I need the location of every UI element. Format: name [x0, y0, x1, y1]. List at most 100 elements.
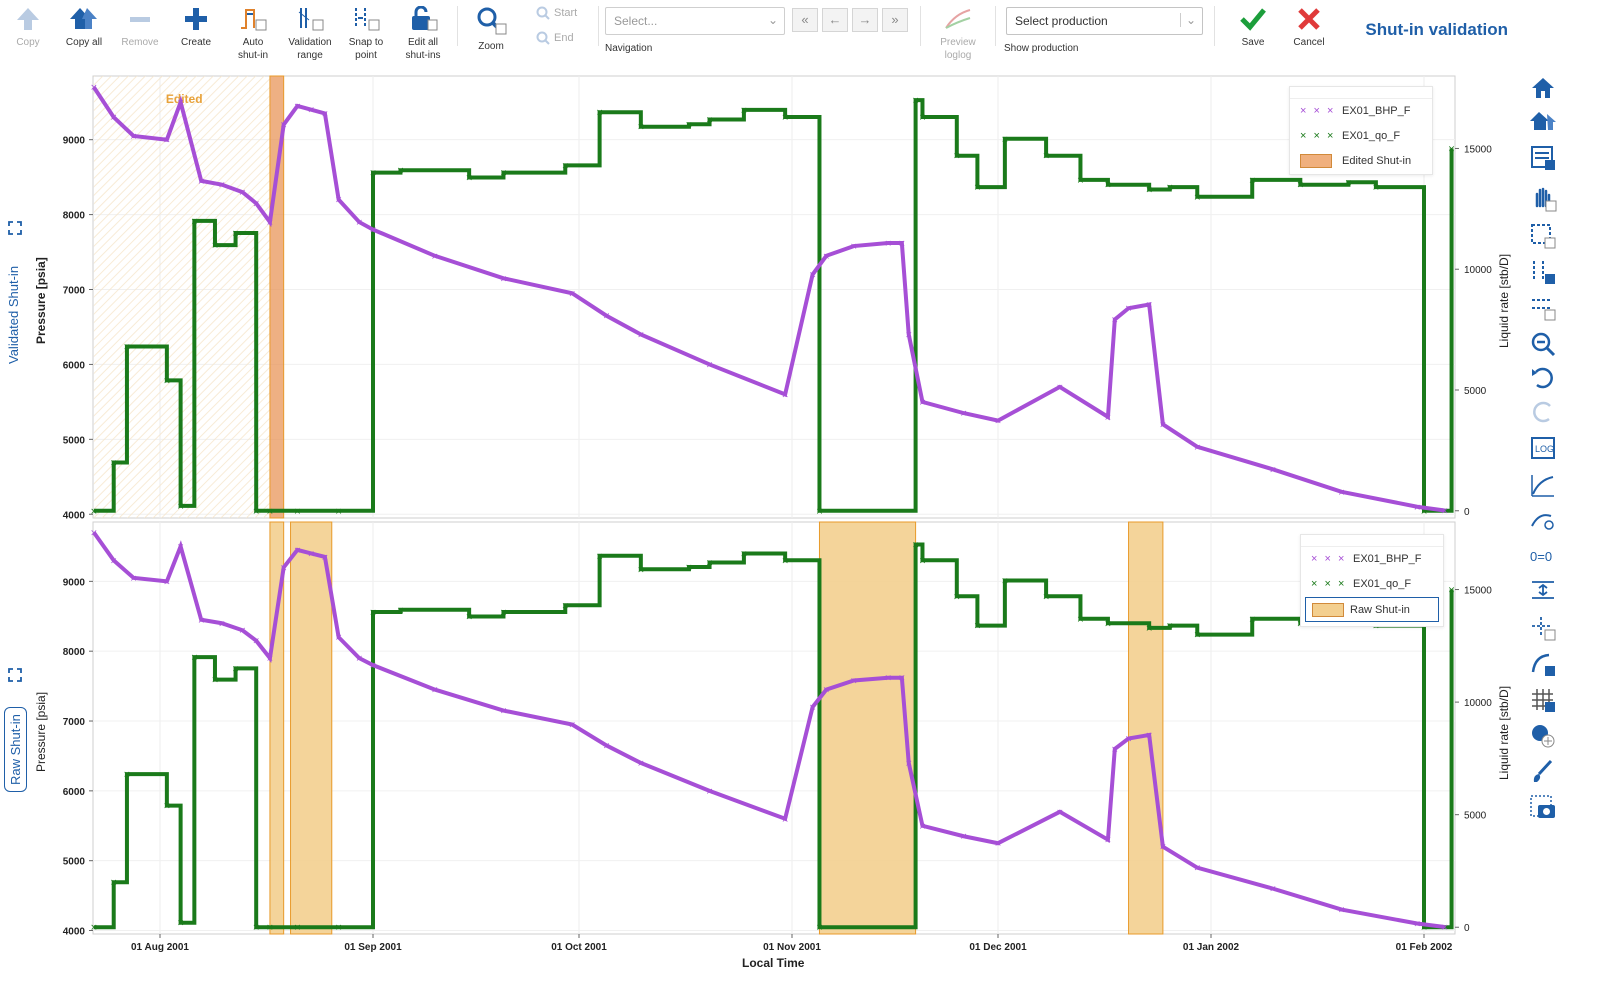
legend-item-bhp[interactable]: × × × EX01_BHP_F	[1301, 547, 1443, 572]
bhp-point: ×	[919, 398, 927, 408]
double-left-icon: «	[801, 12, 809, 27]
bhp-point: ×	[809, 271, 817, 281]
bhp-point: ×	[1269, 885, 1277, 895]
home-icon[interactable]	[1529, 74, 1557, 102]
qo-point: ×	[919, 113, 927, 123]
shutin-span	[290, 521, 333, 935]
remove-button[interactable]: Remove	[112, 4, 168, 70]
legend-label: EX01_qo_F	[1353, 578, 1412, 590]
create-button[interactable]: Create	[168, 4, 224, 70]
end-button[interactable]: End	[536, 31, 574, 45]
legend-item-bhp[interactable]: × × × EX01_BHP_F	[1290, 99, 1432, 124]
save-button[interactable]: Save	[1225, 4, 1281, 70]
y-tick-label: 5000	[63, 435, 86, 446]
bhp-point: ×	[335, 196, 343, 206]
curve-zoom-icon[interactable]	[1529, 506, 1557, 534]
bhp-point: ×	[960, 409, 968, 419]
bhp-point: ×	[163, 136, 171, 146]
minus-icon	[130, 17, 150, 22]
zoom-out-icon[interactable]	[1529, 330, 1557, 358]
last-button[interactable]: »	[882, 8, 908, 32]
qo-point: ×	[211, 241, 219, 251]
qo-point: ×	[1145, 186, 1153, 196]
cross-marker-icon: × × ×	[1300, 130, 1336, 142]
x-axis-title: Local Time	[742, 956, 805, 970]
navigation-select[interactable]: Select... ⌄	[605, 7, 785, 35]
home-all-icon[interactable]	[1529, 108, 1557, 136]
legend-item-qo[interactable]: × × × EX01_qo_F	[1290, 124, 1432, 149]
curve-icon[interactable]	[1529, 472, 1557, 500]
page-title: Shut-in validation	[1365, 20, 1508, 39]
bhp-point: ×	[850, 677, 858, 687]
snap-to-point-button[interactable]: Snap to point	[338, 4, 394, 70]
x-tick-label: 01 Sep 2001	[344, 942, 402, 953]
qo-point: ×	[1448, 144, 1456, 154]
qo-point: ×	[294, 507, 302, 517]
preview-loglog-button[interactable]: Preview loglog	[930, 4, 986, 70]
ratio-icon[interactable]: 0=0	[1529, 542, 1557, 570]
production-select[interactable]: Select production ⌄	[1006, 7, 1203, 35]
bhp-point: ×	[294, 546, 302, 556]
toolbar: Copy Copy all Remove Create Auto shut-in…	[0, 0, 1608, 74]
qo-point: ×	[397, 606, 405, 616]
fit-icon[interactable]	[1529, 576, 1557, 604]
log-scale-icon[interactable]: LOG	[1529, 434, 1557, 462]
settings-list-icon[interactable]	[1529, 144, 1557, 172]
double-right-icon: »	[891, 12, 899, 27]
expand-icon[interactable]	[8, 221, 22, 235]
y-tick-label: 5000	[63, 857, 86, 868]
bhp-point: ×	[197, 616, 205, 626]
legend-item-qo[interactable]: × × × EX01_qo_F	[1301, 572, 1443, 597]
box-select-icon[interactable]	[1529, 222, 1557, 250]
legend-item-raw-shutin[interactable]: Raw Shut-in	[1305, 597, 1439, 622]
qo-point: ×	[191, 653, 199, 663]
auto-shutin-button[interactable]: Auto shut-in	[225, 4, 281, 70]
validation-range-button[interactable]: Validation range	[282, 4, 338, 70]
bhp-point: ×	[500, 707, 508, 717]
crosshair-icon[interactable]	[1529, 614, 1557, 642]
cursor-tool-icon[interactable]	[1529, 722, 1557, 750]
redo-icon[interactable]	[1529, 398, 1557, 426]
navigation-label: Navigation	[605, 43, 653, 54]
next-button[interactable]: →	[852, 8, 878, 32]
pan-hand-icon[interactable]	[1529, 184, 1557, 212]
copy-button[interactable]: Copy	[0, 4, 56, 70]
bhp-point: ×	[218, 181, 226, 191]
bhp-point: ×	[994, 417, 1002, 427]
qo-point: ×	[335, 923, 343, 933]
start-button[interactable]: Start	[536, 6, 577, 20]
first-button[interactable]: «	[792, 8, 818, 32]
x-tick-label: 01 Feb 2002	[1396, 942, 1453, 953]
start-zoom-icon	[536, 6, 550, 20]
brush-icon[interactable]	[1529, 758, 1557, 786]
bhp-point: ×	[177, 98, 185, 108]
y-range-select-icon[interactable]	[1529, 294, 1557, 322]
cancel-button[interactable]: Cancel	[1281, 4, 1337, 70]
curve-select-icon[interactable]	[1529, 650, 1557, 678]
qo-point: ×	[266, 507, 274, 517]
copy-all-button[interactable]: Copy all	[56, 4, 112, 70]
top-legend: × × × EX01_BHP_F × × × EX01_qo_F Edited …	[1289, 86, 1433, 175]
screenshot-icon[interactable]	[1529, 794, 1557, 822]
previous-button[interactable]: ←	[822, 8, 848, 32]
bhp-point: ×	[130, 132, 138, 142]
bhp-point: ×	[781, 390, 789, 400]
qo-point: ×	[1193, 631, 1201, 641]
cross-marker-icon: × × ×	[1300, 105, 1336, 117]
unlock-icon	[412, 6, 438, 31]
bhp-point: ×	[307, 106, 315, 116]
expand-icon[interactable]	[8, 668, 22, 682]
undo-icon[interactable]	[1529, 364, 1557, 392]
qo-point: ×	[1042, 152, 1050, 162]
grid-icon[interactable]	[1529, 686, 1557, 714]
bhp-point: ×	[335, 633, 343, 643]
y-tick-label: 7000	[63, 286, 86, 297]
legend-item-edited-shutin[interactable]: Edited Shut-in	[1290, 149, 1432, 174]
zoom-button[interactable]: Zoom	[463, 4, 519, 70]
qo-point: ×	[1248, 176, 1256, 186]
edit-all-shutins-button[interactable]: Edit all shut-ins	[395, 4, 451, 70]
x-range-select-icon[interactable]	[1529, 258, 1557, 286]
checkmark-icon	[1240, 8, 1266, 31]
qo-point: ×	[1372, 183, 1380, 193]
